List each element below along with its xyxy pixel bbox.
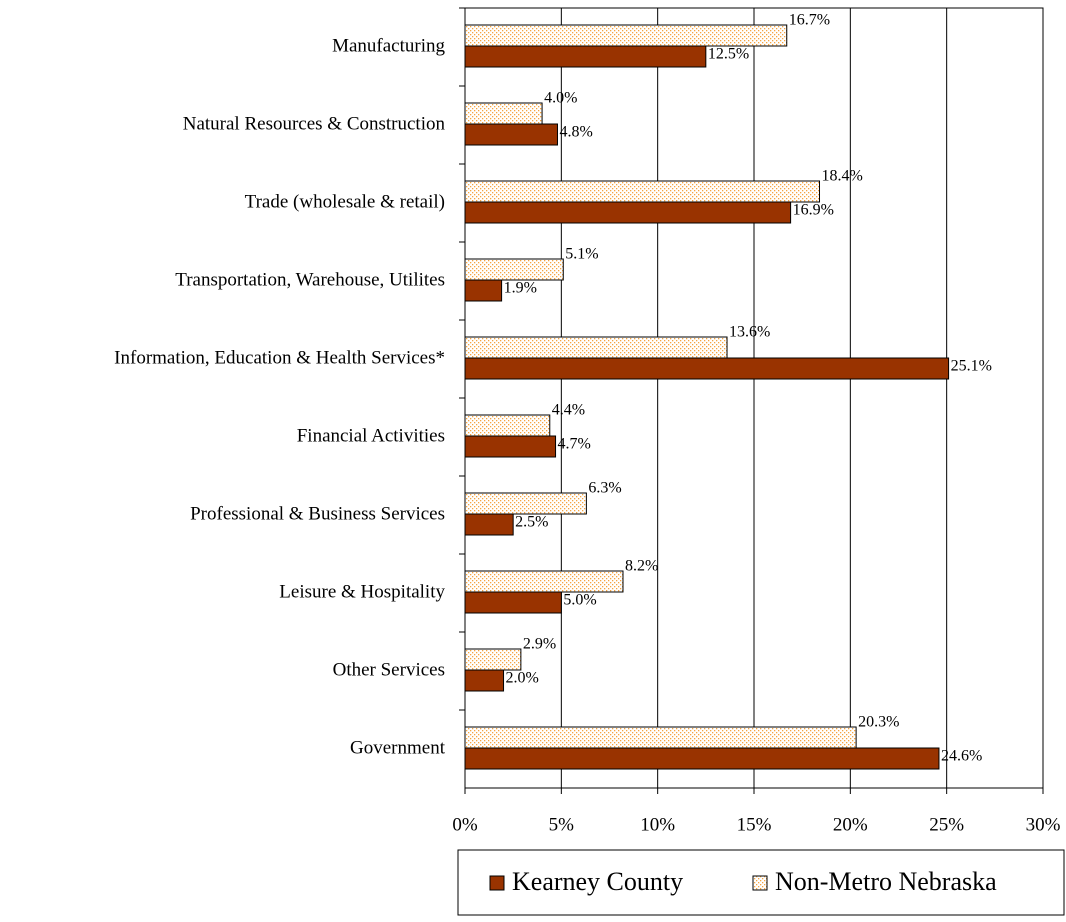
bar bbox=[464, 180, 821, 203]
bar bbox=[464, 336, 728, 359]
data-label: 5.0% bbox=[563, 592, 596, 609]
data-label: 20.3% bbox=[858, 714, 899, 731]
data-label: 4.8% bbox=[559, 124, 592, 141]
data-label: 12.5% bbox=[708, 46, 749, 63]
legend-label: Kearney County bbox=[512, 867, 683, 896]
data-label: 13.6% bbox=[729, 324, 770, 341]
bar bbox=[464, 123, 558, 146]
bar bbox=[464, 747, 940, 770]
category-label: Government bbox=[350, 737, 446, 758]
x-tick-label: 5% bbox=[549, 814, 575, 835]
bar bbox=[464, 492, 587, 515]
data-label: 2.9% bbox=[523, 636, 556, 653]
category-label: Professional & Business Services bbox=[190, 503, 445, 524]
legend-swatch bbox=[489, 875, 505, 891]
data-label: 4.7% bbox=[558, 436, 591, 453]
data-label: 2.5% bbox=[515, 514, 548, 531]
x-tick-label: 0% bbox=[452, 814, 478, 835]
bar bbox=[464, 201, 792, 224]
data-label: 24.6% bbox=[941, 748, 982, 765]
x-tick-label: 15% bbox=[737, 814, 772, 835]
data-label: 4.0% bbox=[544, 90, 577, 107]
bar bbox=[464, 102, 543, 125]
bar bbox=[464, 279, 503, 302]
bar bbox=[464, 24, 788, 47]
data-label: 2.0% bbox=[506, 670, 539, 687]
legend-label: Non-Metro Nebraska bbox=[775, 867, 997, 896]
bar bbox=[464, 258, 564, 281]
data-label: 8.2% bbox=[625, 558, 658, 575]
bar bbox=[464, 669, 505, 692]
bar bbox=[464, 648, 522, 671]
category-label: Financial Activities bbox=[297, 425, 445, 446]
data-label: 16.9% bbox=[793, 202, 834, 219]
data-label: 5.1% bbox=[565, 246, 598, 263]
category-label: Transportation, Warehouse, Utilites bbox=[175, 269, 445, 290]
category-label: Trade (wholesale & retail) bbox=[245, 191, 445, 212]
x-tick-label: 30% bbox=[1026, 814, 1061, 835]
bar bbox=[464, 570, 624, 593]
x-tick-label: 10% bbox=[640, 814, 675, 835]
bar bbox=[464, 591, 562, 614]
data-label: 16.7% bbox=[789, 12, 830, 29]
category-label: Manufacturing bbox=[332, 35, 445, 56]
category-label: Other Services bbox=[333, 659, 445, 680]
category-label: Information, Education & Health Services… bbox=[114, 347, 445, 368]
bar bbox=[464, 45, 707, 68]
bar bbox=[464, 435, 557, 458]
x-tick-label: 25% bbox=[929, 814, 964, 835]
category-label: Leisure & Hospitality bbox=[279, 581, 445, 602]
data-label: 1.9% bbox=[504, 280, 537, 297]
data-label: 25.1% bbox=[951, 358, 992, 375]
data-label: 18.4% bbox=[822, 168, 863, 185]
x-tick-label: 20% bbox=[833, 814, 868, 835]
data-label: 4.4% bbox=[552, 402, 585, 419]
bar bbox=[464, 513, 514, 536]
bar bbox=[464, 357, 950, 380]
bar bbox=[464, 726, 857, 749]
category-label: Natural Resources & Construction bbox=[183, 113, 446, 134]
data-label: 6.3% bbox=[588, 480, 621, 497]
legend-swatch bbox=[752, 875, 768, 891]
bar bbox=[464, 414, 551, 437]
